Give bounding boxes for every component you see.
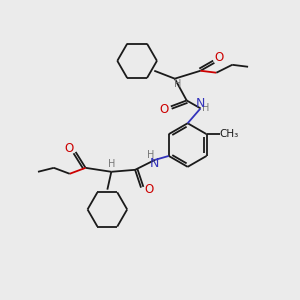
Text: H: H	[147, 150, 155, 160]
Text: O: O	[64, 142, 73, 154]
Text: H: H	[108, 159, 115, 169]
Text: H: H	[174, 79, 182, 88]
Text: N: N	[150, 158, 160, 170]
Text: O: O	[215, 51, 224, 64]
Text: O: O	[159, 103, 169, 116]
Text: O: O	[144, 183, 154, 196]
Text: CH₃: CH₃	[220, 129, 239, 139]
Text: N: N	[196, 97, 205, 110]
Text: H: H	[202, 103, 209, 113]
